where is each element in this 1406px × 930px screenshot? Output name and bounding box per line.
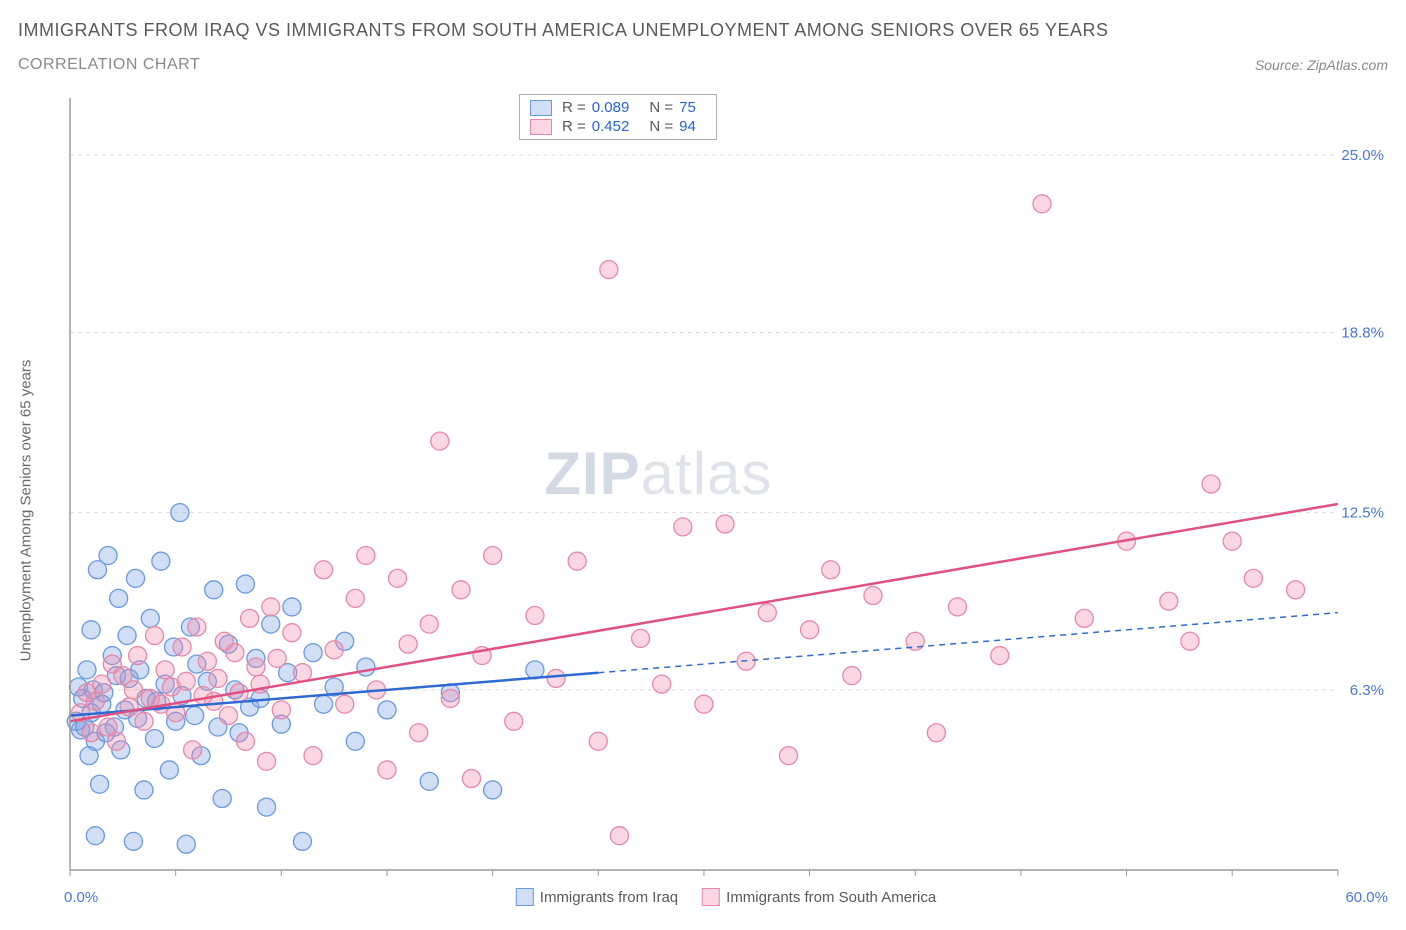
legend-swatch: [530, 119, 552, 135]
legend-item: Immigrants from South America: [702, 888, 936, 906]
legend-swatch: [530, 100, 552, 116]
n-value: 94: [679, 118, 696, 135]
svg-text:18.8%: 18.8%: [1341, 324, 1384, 341]
scatter-plot: 6.3% 12.5% 18.8% 25.0%: [64, 92, 1388, 876]
r-value: 0.089: [592, 99, 630, 116]
r-label: R =: [562, 99, 586, 116]
svg-text:25.0%: 25.0%: [1341, 147, 1384, 164]
legend-item: Immigrants from Iraq: [516, 888, 678, 906]
legend-swatch: [516, 888, 534, 906]
x-axis-min-label: 0.0%: [64, 889, 98, 906]
source-label: Source: ZipAtlas.com: [1255, 57, 1388, 73]
chart-subtitle: CORRELATION CHART: [18, 56, 200, 74]
correlation-legend-row: R = 0.089 N = 75: [530, 99, 706, 116]
correlation-legend-row: R = 0.452 N = 94: [530, 118, 706, 135]
legend-label: Immigrants from Iraq: [540, 889, 678, 906]
chart-title: IMMIGRANTS FROM IRAQ VS IMMIGRANTS FROM …: [18, 20, 1388, 41]
svg-text:12.5%: 12.5%: [1341, 505, 1384, 522]
y-axis-label: Unemployment Among Seniors over 65 years: [18, 360, 35, 662]
r-label: R =: [562, 118, 586, 135]
n-value: 75: [679, 99, 696, 116]
legend-label: Immigrants from South America: [726, 889, 936, 906]
x-axis-max-label: 60.0%: [1345, 889, 1388, 906]
legend-swatch: [702, 888, 720, 906]
series-legend: Immigrants from Iraq Immigrants from Sout…: [516, 888, 936, 906]
x-axis-row: 0.0% Immigrants from IraqImmigrants from…: [64, 882, 1388, 912]
n-label: N =: [649, 99, 673, 116]
n-label: N =: [649, 118, 673, 135]
correlation-legend: R = 0.089 N = 75 R = 0.452 N = 94: [519, 94, 717, 140]
r-value: 0.452: [592, 118, 630, 135]
svg-text:6.3%: 6.3%: [1350, 682, 1384, 699]
chart-area: Unemployment Among Seniors over 65 years…: [18, 92, 1388, 912]
